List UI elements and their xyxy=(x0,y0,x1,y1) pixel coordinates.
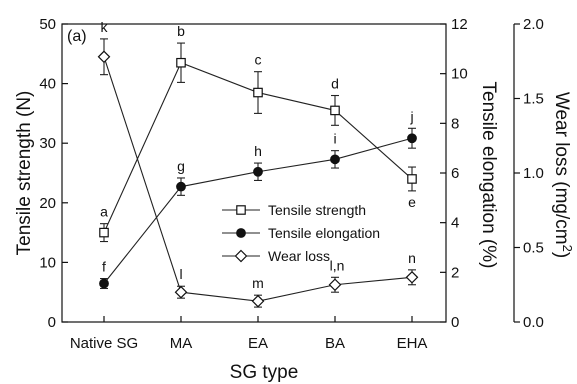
panel-label: (a) xyxy=(67,28,87,45)
y-wear-tick-label: 0.5 xyxy=(523,240,544,257)
wear-loss-point xyxy=(253,296,264,307)
x-tick-label: BA xyxy=(325,335,345,352)
y-left-tick-label: 50 xyxy=(39,16,56,33)
axes-layer: 0 10 20 30 40 50 0 2 4 6 8 10 12 0.0 0.5 1.0 1.5 2.0 Nativ… xyxy=(14,16,575,383)
x-axis-label: SG type xyxy=(230,362,299,383)
wear-loss-letter: n xyxy=(408,250,416,266)
tensile-strength-point xyxy=(177,59,185,67)
wear-loss-point xyxy=(99,51,110,62)
wear-loss-point xyxy=(176,287,187,298)
tensile-elongation-point xyxy=(100,279,109,288)
tensile-strength-point xyxy=(408,175,416,183)
tensile-elongation-letter: j xyxy=(409,108,413,124)
wear-loss-letter: m xyxy=(252,275,264,291)
tensile-strength-point xyxy=(254,88,262,96)
tensile-strength-point xyxy=(331,106,339,114)
wear-loss-point xyxy=(407,272,418,283)
tensile-strength-letter: d xyxy=(331,76,339,92)
tensile-elongation-point xyxy=(177,182,186,191)
y-wear-tick-label: 0.0 xyxy=(523,314,544,331)
y-right-tick-label: 12 xyxy=(451,16,468,33)
y-wear-tick-label: 1.0 xyxy=(523,165,544,182)
tensile-elongation-point xyxy=(331,155,340,164)
y-left-axis-label: Tensile strength (N) xyxy=(14,91,35,256)
x-tick-label: EA xyxy=(248,335,268,352)
y-left-tick-label: 30 xyxy=(39,135,56,152)
tensile-elongation-letter: g xyxy=(177,158,185,174)
y-left-tick-label: 0 xyxy=(48,314,56,331)
tensile-strength-letter: e xyxy=(408,194,416,210)
y-left-tick-label: 10 xyxy=(39,254,56,271)
y-right-tick-label: 2 xyxy=(451,264,459,281)
tensile-elongation-letter: f xyxy=(102,259,106,275)
wear-loss-point xyxy=(330,279,341,290)
legend-marker-tensile-strength xyxy=(237,206,245,214)
tensile-strength-point xyxy=(100,228,108,236)
y-right-tick-label: 0 xyxy=(451,314,459,331)
y-left-tick-label: 40 xyxy=(39,76,56,93)
y-wear-tick-label: 2.0 xyxy=(523,16,544,33)
y-right-tick-label: 4 xyxy=(451,215,459,232)
tensile-strength-letter: a xyxy=(100,204,108,220)
legend-label-wear-loss: Wear loss xyxy=(268,248,330,264)
y-right-axis-label: Tensile elongation (%) xyxy=(478,82,499,269)
legend-marker-tensile-elongation xyxy=(237,229,246,238)
y-right-tick-label: 10 xyxy=(451,66,468,83)
tensile-elongation-point xyxy=(408,134,417,143)
wear-loss-letter: l xyxy=(179,266,182,282)
x-tick-label: MA xyxy=(170,335,193,352)
x-tick-label: Native SG xyxy=(70,335,138,352)
wear-loss-letter: l,n xyxy=(330,257,345,273)
series-layer xyxy=(99,39,418,307)
x-tick-label: EHA xyxy=(397,335,428,352)
y-right-tick-label: 6 xyxy=(451,165,459,182)
legend-label-tensile-strength: Tensile strength xyxy=(268,202,366,218)
legend: Tensile strength Tensile elongation Wear l… xyxy=(222,202,380,264)
y-right-tick-label: 8 xyxy=(451,115,459,132)
legend-marker-wear-loss xyxy=(236,251,247,262)
wear-loss-letter: k xyxy=(101,19,109,35)
tensile-elongation-letter: i xyxy=(333,131,336,147)
y-wear-axis-label: Wear loss (mg/cm2) xyxy=(551,92,575,258)
tensile-elongation-point xyxy=(254,167,263,176)
tensile-elongation-letter: h xyxy=(254,143,262,159)
y-wear-tick-label: 1.5 xyxy=(523,91,544,108)
tensile-strength-letter: c xyxy=(255,52,262,68)
tensile-strength-letter: b xyxy=(177,23,185,39)
y-left-tick-label: 20 xyxy=(39,195,56,212)
legend-label-tensile-elongation: Tensile elongation xyxy=(268,225,380,241)
